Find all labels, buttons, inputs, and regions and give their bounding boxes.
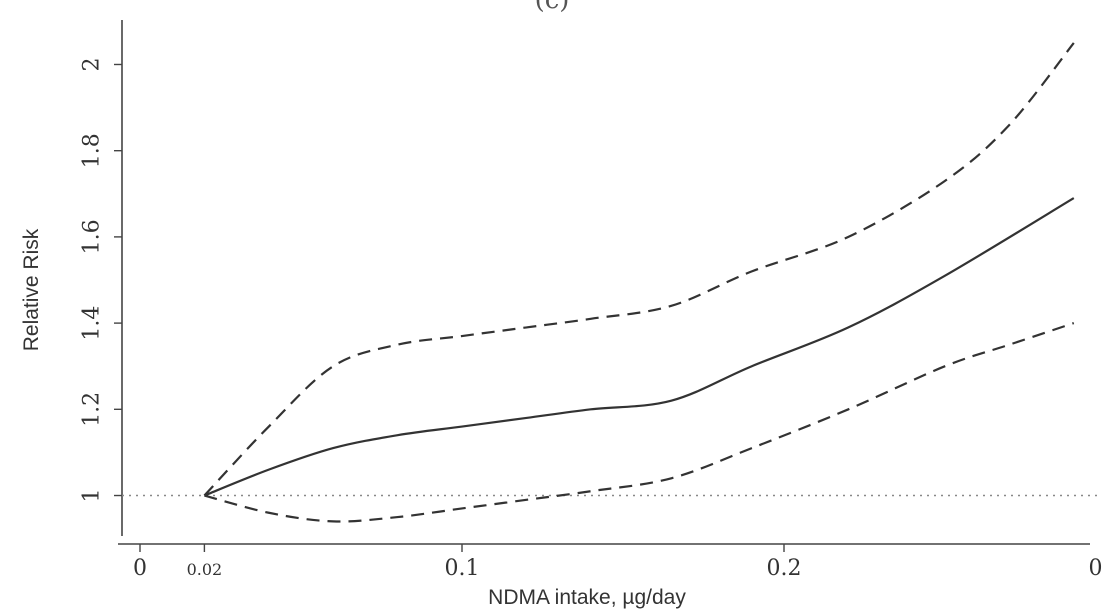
y-tick-label: 1.6: [80, 219, 105, 254]
x-axis-title: NDMA intake, µg/day: [488, 586, 686, 609]
plot-layer: 1 1.2 1.4 1.6 1.8 2 0 0.02 0.1 0.2 0.3: [80, 20, 1104, 581]
estimate-line: [203, 197, 1075, 497]
y-tick-label: 2: [80, 57, 105, 71]
upper-ci-line: [203, 42, 1075, 497]
y-tick-label: 1.4: [80, 306, 105, 341]
x-tick-label: 0: [133, 556, 147, 581]
chart-header-fragment: (c): [535, 0, 570, 15]
x-tick-label: 0.1: [445, 556, 480, 581]
x-tick-label: 0.2: [767, 556, 802, 581]
x-tick-label: 0.02: [187, 560, 223, 579]
y-axis-title: Relative Risk: [20, 228, 43, 351]
y-tick-label: 1: [80, 489, 105, 503]
lower-ci-line: [204, 322, 1075, 523]
y-tick-label: 1.8: [80, 133, 105, 168]
y-tick-label: 1.2: [80, 392, 105, 427]
x-tick-label: 0.3: [1089, 556, 1104, 581]
